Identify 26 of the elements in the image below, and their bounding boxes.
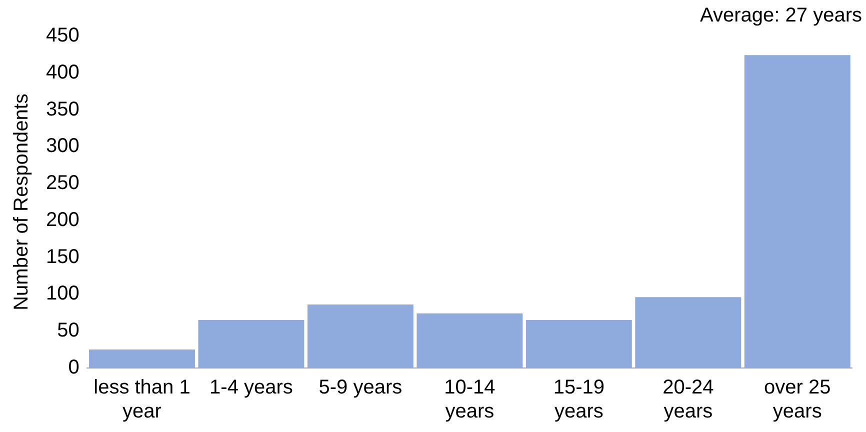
bar [89,350,195,368]
y-tick-label: 150 [46,246,80,268]
x-tick-label: 5-9 years [318,376,402,399]
y-tick-label: 100 [46,282,80,305]
x-tick-label: 15-19 years [553,376,604,423]
y-tick-label: 450 [46,24,80,47]
y-tick-label: 200 [46,208,80,231]
y-tick-label: 50 [57,320,80,342]
y-tick-label: 350 [46,98,80,120]
x-tick-label: 20-24 years [662,376,714,423]
bar [416,313,523,368]
x-tick-label: less than 1 year [94,376,190,423]
y-axis-title: Number of Respondents [10,94,33,310]
x-tick-label: 1-4 years [210,376,293,399]
bar [307,304,414,368]
y-tick-label: 400 [46,61,80,84]
bar [635,297,742,368]
text: Average: 27 years [700,4,862,27]
x-tick-label: over 25 years [764,376,831,423]
bar [526,320,632,368]
y-tick-label: 300 [46,135,80,158]
bar [198,320,304,368]
x-tick-label: 10-14 years [444,376,496,423]
y-tick-label: 0 [68,356,80,379]
y-tick-label: 250 [46,172,80,194]
bar [744,55,850,368]
